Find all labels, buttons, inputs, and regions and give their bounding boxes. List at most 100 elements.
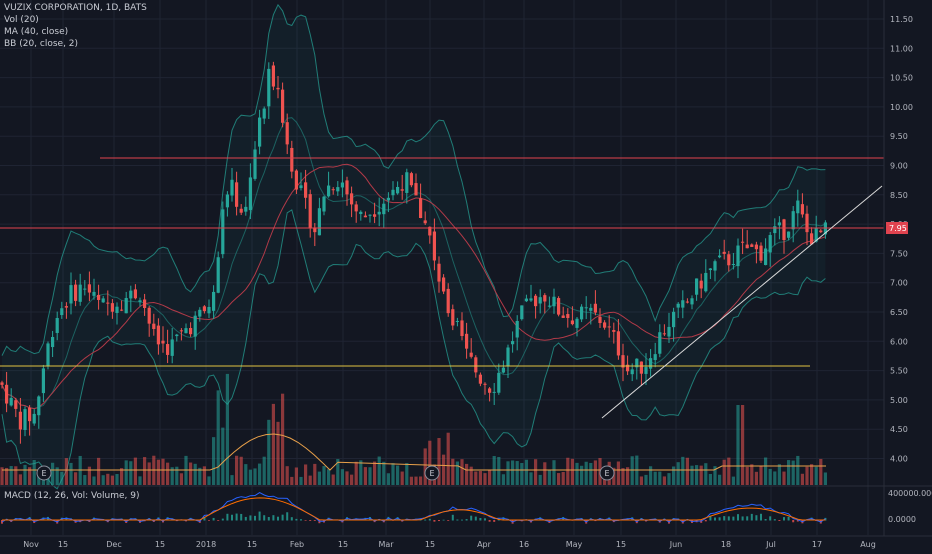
- macd-histogram-bar: [244, 516, 247, 521]
- candle: [221, 201, 225, 259]
- candle: [327, 171, 331, 198]
- volume-bar: [340, 469, 344, 485]
- candle-body: [147, 307, 151, 324]
- earnings-marker[interactable]: E: [36, 465, 52, 481]
- ma-indicator-label[interactable]: MA (40, close): [4, 27, 69, 37]
- macd-histogram-bar: [387, 516, 390, 521]
- volume-bar: [460, 459, 464, 485]
- candle: [262, 106, 266, 125]
- volume-bar: [262, 456, 266, 485]
- candle-body: [437, 263, 441, 282]
- candle-body: [607, 326, 611, 328]
- candle: [667, 312, 671, 343]
- candle-body: [253, 149, 257, 179]
- candle-body: [386, 197, 390, 201]
- candle: [580, 304, 584, 323]
- candle: [547, 296, 551, 308]
- candle: [718, 249, 722, 259]
- macd-histogram-bar: [562, 517, 565, 521]
- volume-bar: [143, 457, 147, 485]
- candle-body: [156, 325, 160, 345]
- price-tick-label: 4.00: [890, 455, 908, 464]
- candle-body: [515, 320, 519, 338]
- volume-bar: [147, 462, 151, 485]
- candle-body: [446, 288, 450, 314]
- candle: [97, 284, 101, 310]
- candle: [819, 228, 823, 234]
- macd-histogram-bar: [741, 516, 744, 521]
- volume-bar: [552, 460, 556, 485]
- candle: [639, 361, 643, 386]
- current-price-badge: [886, 222, 908, 234]
- volume-bar: [294, 467, 298, 485]
- volume-bar: [704, 463, 708, 485]
- macd-histogram-bar: [755, 515, 758, 521]
- candle: [331, 187, 335, 195]
- candle-body: [676, 303, 680, 308]
- macd-histogram-bar: [474, 516, 477, 521]
- candle-body: [506, 347, 510, 367]
- bb-lower-band: [1, 209, 826, 490]
- candle-body: [681, 300, 685, 308]
- volume-bar: [267, 419, 271, 485]
- volume-bar: [428, 440, 432, 485]
- candle: [543, 293, 547, 314]
- candle-body: [534, 295, 538, 307]
- candle-body: [78, 284, 82, 302]
- candle: [805, 205, 809, 246]
- symbol-title[interactable]: VUZIX CORPORATION, 1D, BATS: [4, 3, 147, 13]
- candle: [497, 363, 501, 395]
- macd-indicator-label[interactable]: MACD (12, 26, Vol: Volume, 9): [4, 491, 140, 501]
- candle-body: [97, 294, 101, 300]
- candle: [570, 306, 574, 326]
- macd-histogram-bar: [737, 514, 739, 521]
- candle-body: [230, 179, 234, 196]
- candle: [382, 198, 386, 228]
- volume-bar: [745, 466, 749, 485]
- earnings-marker-circle: [599, 465, 615, 481]
- candle-body: [115, 306, 119, 313]
- earnings-marker[interactable]: E: [599, 465, 615, 481]
- candle: [616, 318, 620, 360]
- candle-body: [327, 185, 331, 197]
- macd-histogram-bar: [428, 518, 431, 521]
- volume-bar: [639, 476, 643, 485]
- volume-indicator-label[interactable]: Vol (20): [4, 15, 39, 25]
- ma-line: [1, 163, 826, 410]
- macd-histogram-bar: [727, 516, 730, 521]
- candle-body: [547, 305, 551, 307]
- candle: [400, 174, 404, 200]
- volume-bar: [51, 462, 55, 485]
- candle-body: [64, 306, 68, 308]
- volume-bar: [28, 467, 32, 485]
- candle-body: [382, 203, 386, 215]
- macd-histogram-bar: [447, 520, 450, 521]
- candle-body: [271, 65, 275, 87]
- volume-bar: [156, 459, 160, 485]
- candle: [345, 176, 349, 206]
- earnings-marker[interactable]: E: [424, 465, 440, 481]
- macd-histogram-bar: [235, 513, 238, 521]
- macd-histogram-bar: [42, 517, 45, 521]
- candle: [589, 303, 593, 325]
- macd-histogram-bar: [249, 515, 252, 521]
- candle: [336, 181, 340, 196]
- candle: [41, 364, 45, 402]
- candle: [672, 307, 676, 342]
- candle-body: [18, 411, 22, 430]
- bb-indicator-label[interactable]: BB (20, close, 2): [4, 39, 79, 49]
- candle: [120, 300, 124, 312]
- candle-body: [662, 333, 666, 335]
- volume-bar: [672, 466, 676, 485]
- candle: [593, 290, 597, 316]
- volume-bar: [777, 464, 781, 485]
- volume-bar: [791, 460, 795, 485]
- candle-body: [621, 355, 625, 368]
- volume-bar: [230, 475, 234, 485]
- volume-bar: [662, 476, 666, 485]
- candlesticks: [0, 61, 827, 444]
- candle-body: [497, 372, 501, 393]
- candle-body: [501, 367, 505, 373]
- macd-histogram-bar: [451, 514, 454, 521]
